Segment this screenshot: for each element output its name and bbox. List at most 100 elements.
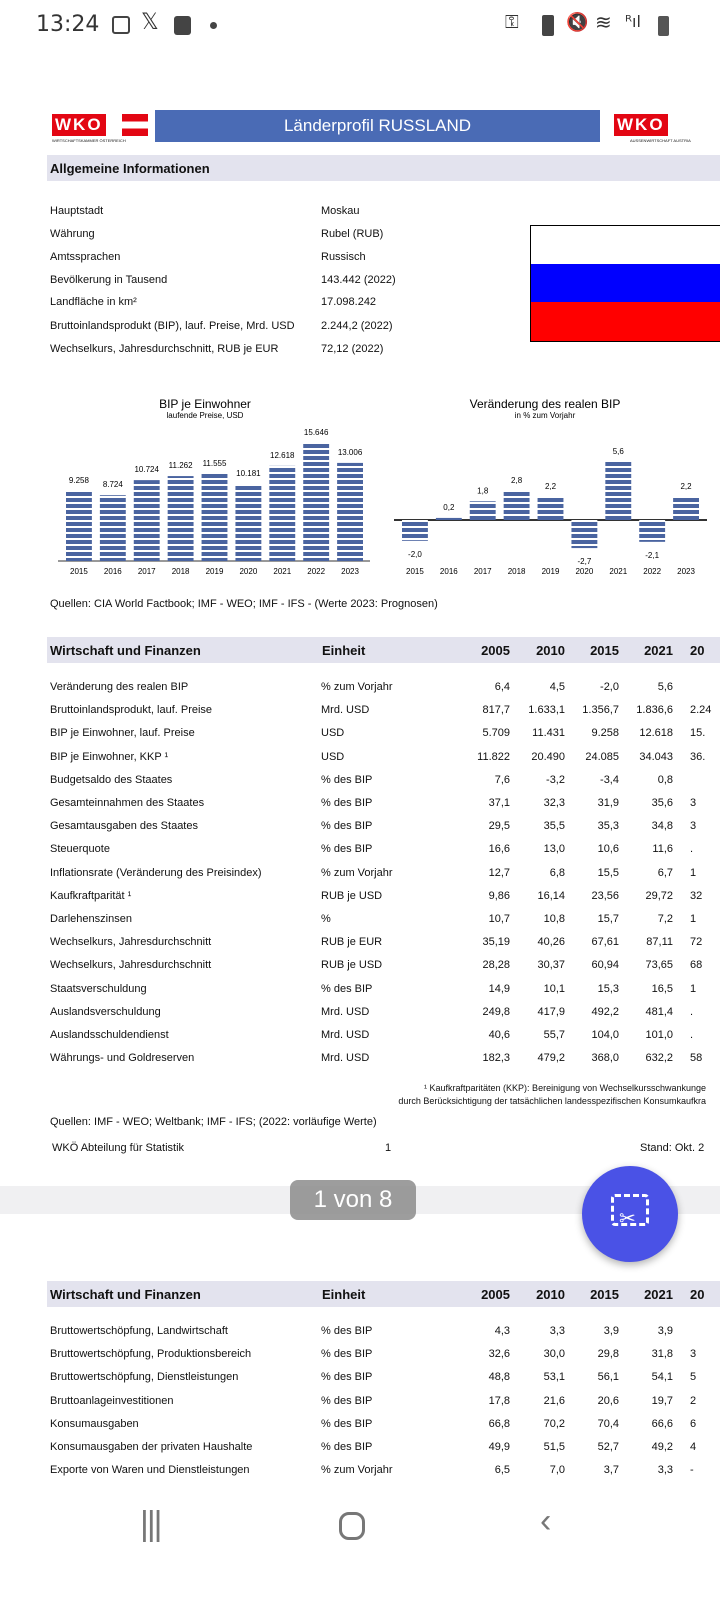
cell-value: 0,8	[657, 773, 673, 786]
row-unit: % des BIP	[321, 982, 373, 995]
battery-saver-icon	[542, 15, 554, 36]
info-label: Hauptstadt	[50, 205, 104, 217]
x-tick-label: 2022	[307, 567, 325, 576]
cell-value: 52,7	[597, 1441, 619, 1453]
row-label: Wechselkurs, Jahresdurchschnitt	[50, 959, 212, 972]
roaming-signal-icon: ᴿıl	[625, 12, 641, 31]
cell-value: 6,7	[657, 866, 673, 879]
cell-value: 417,9	[537, 1005, 565, 1018]
cell-value: 1.633,1	[528, 704, 565, 717]
info-label: Wechselkurs, Jahresdurchschnitt, RUB je …	[50, 343, 279, 355]
data-label: 12.618	[270, 451, 295, 460]
data-label: 0,2	[443, 503, 455, 512]
cell-value: 34.043	[639, 750, 673, 763]
info-value: 2.244,2 (2022)	[321, 320, 393, 332]
cell-value: 1	[690, 913, 697, 925]
x-tick-label: 2019	[542, 567, 560, 576]
scissors-icon: ✂	[619, 1208, 636, 1230]
screenshot-crop-button[interactable]: ✂	[582, 1166, 678, 1262]
cell-value: 58	[690, 1052, 703, 1065]
section-heading-general: Allgemeine Informationen	[47, 155, 720, 181]
row-label: Konsumausgaben	[50, 1417, 139, 1430]
x-tick-label: 2023	[341, 567, 359, 576]
chart-bar	[167, 476, 194, 561]
row-label: Budgetsaldo des Staates	[50, 773, 173, 786]
x-tick-label: 2018	[508, 567, 526, 576]
cell-value: 4,3	[494, 1325, 510, 1337]
cell-value: 11,6	[652, 843, 673, 856]
row-unit: % des BIP	[321, 773, 373, 786]
wko-logo-left: WKO	[52, 114, 106, 136]
cell-value: 1.836,6	[636, 704, 673, 717]
back-icon[interactable]: ‹	[540, 1502, 552, 1540]
row-unit: USD	[321, 750, 345, 763]
cell-value: 29,8	[597, 1348, 619, 1361]
recents-icon[interactable]: |||	[140, 1505, 162, 1543]
row-label: Staatsverschuldung	[50, 982, 147, 995]
chart-bar	[605, 461, 632, 520]
cell-value: 9.258	[591, 727, 619, 740]
footnote-2: durch Berücksichtigung der tatsächlichen…	[398, 1096, 706, 1106]
cell-value: 481,4	[645, 1005, 673, 1018]
info-value: Moskau	[321, 205, 360, 217]
column-header-unit: Einheit	[322, 1287, 366, 1302]
row-unit: USD	[321, 727, 345, 740]
row-label: Währungs- und Goldreserven	[50, 1052, 195, 1065]
chart-bar	[639, 520, 666, 542]
cell-value: 72	[690, 936, 703, 949]
chart-bar	[469, 501, 496, 520]
cell-value: 20.490	[531, 750, 565, 763]
clock-app-icon	[174, 16, 191, 35]
cell-value: 101,0	[645, 1029, 673, 1041]
cell-value: 48,8	[488, 1371, 510, 1384]
cell-value: 13,0	[543, 843, 565, 856]
row-label: Gesamtausgaben des Staates	[50, 820, 198, 833]
x-tick-label: 2021	[273, 567, 291, 576]
status-time: 13:24	[36, 12, 100, 37]
x-tick-label: 2019	[206, 567, 224, 576]
cell-value: 3	[690, 797, 697, 809]
cell-value: 60,94	[591, 959, 619, 972]
chart-bar	[337, 462, 363, 561]
data-label: -2,0	[408, 550, 422, 559]
cell-value: 55,7	[543, 1029, 565, 1041]
x-tick-label: 2023	[677, 567, 695, 576]
home-icon[interactable]	[339, 1512, 365, 1540]
battery-icon	[658, 16, 669, 36]
cell-value: 7,0	[549, 1464, 565, 1477]
x-tick-label: 2016	[104, 567, 122, 576]
cell-value: 31,9	[597, 797, 619, 809]
cell-value: -	[690, 1464, 694, 1477]
row-label: Inflationsrate (Veränderung des Preisind…	[50, 866, 262, 879]
cell-value: 29,5	[488, 820, 510, 833]
data-label: 1,8	[477, 486, 489, 495]
cell-value: 35,5	[543, 820, 565, 833]
cell-value: 36.	[690, 750, 706, 763]
chart-bar	[537, 497, 564, 520]
cell-value: 56,1	[597, 1371, 619, 1384]
cell-value: 15,7	[597, 913, 619, 925]
cell-value: 32,6	[488, 1348, 510, 1361]
cell-value: 368,0	[591, 1052, 619, 1065]
cell-value: 1	[690, 982, 697, 995]
wko-logo-right: WKO	[614, 114, 668, 136]
row-unit: Mrd. USD	[321, 1052, 370, 1065]
chart-bar	[673, 497, 699, 520]
cell-value: 32	[690, 889, 703, 902]
cell-value: 24.085	[585, 750, 619, 763]
row-label: Auslandsverschuldung	[50, 1005, 161, 1018]
wifi-icon: ≋	[595, 10, 612, 34]
cell-value: 35,19	[482, 936, 510, 949]
data-label: 10.724	[134, 465, 159, 474]
cell-value: .	[690, 843, 694, 856]
cell-value: 3,9	[603, 1325, 619, 1337]
column-header-year: 2010	[536, 1287, 565, 1302]
cell-value: 40,26	[537, 936, 565, 949]
wko-logo-left-text: WKO	[55, 115, 103, 134]
cell-value: 6,8	[549, 866, 565, 879]
row-label: Auslandsschuldendienst	[50, 1029, 169, 1041]
cell-value: 37,1	[488, 797, 510, 809]
cell-value: 7,6	[494, 773, 510, 786]
row-label: Veränderung des realen BIP	[50, 681, 189, 693]
